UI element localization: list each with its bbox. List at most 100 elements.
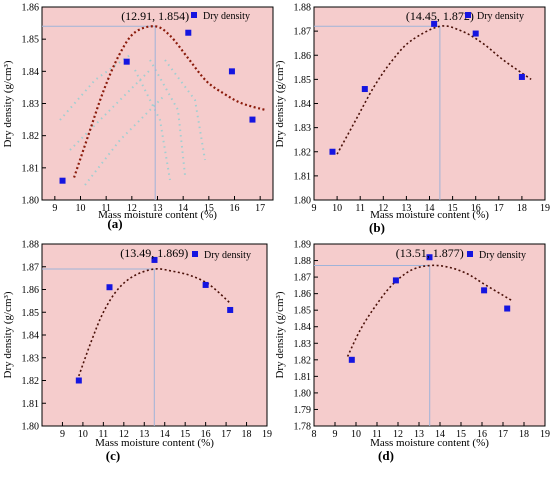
panel-label: (b) <box>369 220 385 235</box>
y-tick-label: 1.79 <box>294 405 312 416</box>
panel-label: (a) <box>107 216 122 231</box>
x-tick-label: 17 <box>494 203 504 214</box>
x-tick-label: 10 <box>78 429 88 440</box>
x-tick-label: 13 <box>153 203 163 214</box>
x-axis-label: Mass moisture content (%) <box>98 209 217 221</box>
x-tick-label: 9 <box>312 203 317 214</box>
x-tick-label: 16 <box>477 429 487 440</box>
x-tick-label: 16 <box>201 429 211 440</box>
panel-label: (d) <box>378 448 394 463</box>
data-point-4 <box>202 281 209 288</box>
x-tick-label: 9 <box>52 203 57 214</box>
y-tick-label: 1.84 <box>22 67 40 78</box>
data-point-1 <box>329 148 336 155</box>
y-axis-label: Dry density (g/cm³) <box>274 60 286 147</box>
legend-label: Dry density <box>477 11 524 22</box>
data-point-4 <box>228 68 235 75</box>
y-axis-label: Dry density (g/cm³) <box>274 291 286 378</box>
x-tick-label: 10 <box>332 203 342 214</box>
fit-curve <box>346 264 512 357</box>
legend-label: Dry density <box>203 11 250 22</box>
y-tick-label: 1.80 <box>294 388 312 399</box>
watermark-stroke <box>84 94 166 186</box>
x-tick-label: 16 <box>230 203 240 214</box>
x-tick-label: 12 <box>127 203 137 214</box>
data-point-5 <box>504 305 511 312</box>
y-tick-label: 1.88 <box>294 3 312 14</box>
x-tick-label: 10 <box>76 203 86 214</box>
x-axis-label: Mass moisture content (%) <box>370 437 489 449</box>
y-tick-label: 1.86 <box>294 51 312 62</box>
y-tick-label: 1.81 <box>22 399 40 410</box>
data-point-1 <box>348 356 355 363</box>
data-point-5 <box>227 306 234 313</box>
panel-label: (c) <box>106 448 120 463</box>
chart-panel-1: (12.91, 1.854) Dry density 9 10 11 12 13 14 15 16… <box>2 3 274 231</box>
y-tick-label: 1.83 <box>294 339 312 350</box>
x-tick-label: 19 <box>262 429 272 440</box>
y-axis-label: Dry density (g/cm³) <box>2 291 14 378</box>
data-point-4 <box>481 287 488 294</box>
legend-marker <box>192 251 198 257</box>
y-tick-label: 1.83 <box>22 353 40 364</box>
x-tick-label: 13 <box>401 203 411 214</box>
x-tick-label: 15 <box>456 429 466 440</box>
y-tick-label: 1.86 <box>294 289 312 300</box>
data-point-5 <box>249 116 256 123</box>
x-tick-label: 9 <box>60 429 65 440</box>
data-point-1 <box>75 377 82 384</box>
legend-marker <box>465 12 471 18</box>
legend-label: Dry density <box>204 250 251 261</box>
plot-area <box>313 6 546 201</box>
data-point-3 <box>151 256 158 263</box>
chart-panel-2: (14.45, 1.872) Dry density 9 10 11 12 13 14 15 16… <box>274 3 550 236</box>
fit-curve <box>78 268 231 377</box>
data-point-3 <box>185 29 192 36</box>
x-tick-label: 19 <box>540 429 550 440</box>
data-point-2 <box>106 284 113 291</box>
x-tick-label: 16 <box>471 203 481 214</box>
y-tick-label: 1.85 <box>294 75 312 86</box>
y-tick-label: 1.78 <box>294 422 312 433</box>
y-tick-label: 1.81 <box>294 171 312 182</box>
x-axis-label: Mass moisture content (%) <box>370 209 489 221</box>
y-tick-label: 1.81 <box>22 163 40 174</box>
y-tick-label: 1.85 <box>294 306 312 317</box>
watermark-stroke <box>59 54 131 121</box>
x-tick-label: 11 <box>99 429 109 440</box>
data-point-2 <box>392 277 399 284</box>
y-tick-label: 1.84 <box>22 331 40 342</box>
plot-area <box>41 6 274 201</box>
data-point-3 <box>426 254 433 261</box>
y-tick-label: 1.87 <box>294 27 312 38</box>
peak-label: (13.51, 1.877) <box>396 246 464 260</box>
y-axis-label: Dry density (g/cm³) <box>2 60 14 147</box>
x-tick-label: 17 <box>221 429 231 440</box>
x-tick-label: 18 <box>519 429 529 440</box>
y-tick-label: 1.80 <box>22 196 40 207</box>
x-tick-label: 12 <box>119 429 129 440</box>
y-tick-label: 1.89 <box>294 240 312 251</box>
x-tick-label: 15 <box>204 203 214 214</box>
y-tick-label: 1.87 <box>22 262 40 273</box>
chart-panel-3: (13.49, 1.869) Dry density 9 10 11 12 13 14 15 16… <box>2 240 272 464</box>
x-tick-label: 18 <box>242 429 252 440</box>
y-tick-label: 1.83 <box>294 123 312 134</box>
x-tick-label: 14 <box>178 203 188 214</box>
data-point-1 <box>59 177 66 184</box>
y-tick-label: 1.80 <box>294 196 312 207</box>
y-tick-label: 1.82 <box>294 355 312 366</box>
x-tick-label: 9 <box>333 429 338 440</box>
y-tick-label: 1.88 <box>22 240 40 251</box>
legend-marker <box>191 12 197 18</box>
peak-label: (12.91, 1.854) <box>121 9 189 23</box>
x-tick-label: 17 <box>255 203 265 214</box>
x-tick-label: 12 <box>393 429 403 440</box>
data-point-2 <box>123 58 130 65</box>
x-tick-label: 14 <box>425 203 435 214</box>
x-tick-label: 11 <box>372 429 382 440</box>
y-tick-label: 1.85 <box>22 35 40 46</box>
x-axis-label: Mass moisture content (%) <box>95 437 214 449</box>
y-tick-label: 1.85 <box>22 308 40 319</box>
